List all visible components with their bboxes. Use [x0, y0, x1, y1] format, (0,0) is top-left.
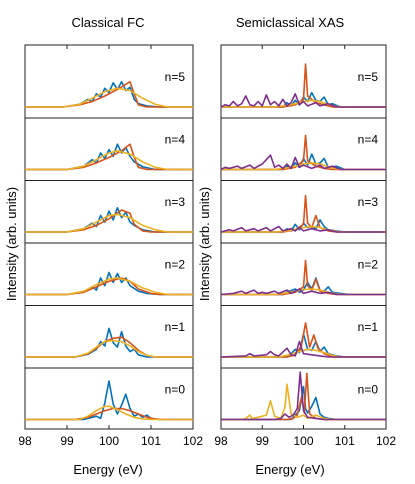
classical-fc-x-tick-label: 99 [60, 434, 74, 448]
semiclassical-xas-series-line [221, 348, 386, 358]
classical-fc-series-line [25, 87, 193, 108]
classical-fc-series-line [25, 277, 193, 296]
classical-fc-panel-label: n=0 [165, 383, 186, 397]
semiclassical-xas-series-line [220, 340, 386, 358]
semiclassical-xas-plot: 98 99 100 101 102 n=5 n=4 n=3 n=2 n=1 n=0 [214, 44, 396, 448]
classical-fc-series-line [25, 207, 193, 233]
left-x-axis-label: Energy (eV) [73, 462, 142, 477]
semiclassical-xas-series-line [220, 288, 386, 296]
semiclassical-xas-panel-label: n=1 [358, 320, 379, 334]
left-y-axis-label: Intensity (arb. units) [4, 187, 19, 301]
classical-fc-series-line [25, 143, 193, 171]
semiclassical-xas-series-line [221, 383, 386, 421]
classical-fc-x-tick-label: 102 [183, 434, 203, 448]
semiclassical-xas-panel-label: n=3 [358, 195, 379, 209]
classical-fc-series-line [25, 277, 193, 296]
classical-fc-series-line [25, 150, 193, 171]
classical-fc-series-line [25, 271, 193, 296]
classical-fc-x-tick-label: 98 [18, 434, 32, 448]
semiclassical-xas-panel-label: n=4 [358, 133, 379, 147]
classical-fc-series-line [25, 380, 193, 421]
classical-fc-series-line [25, 213, 193, 233]
semiclassical-xas-x-tick-label: 100 [293, 434, 313, 448]
classical-fc-panel-label: n=4 [165, 133, 186, 147]
classical-fc-series-line [25, 80, 193, 108]
classical-fc-axes-frame [24, 44, 194, 430]
left-panel-title: Classical FC [72, 15, 145, 30]
right-y-axis-label: Intensity (arb. units) [197, 187, 212, 301]
classical-fc-plot: 98 99 100 101 102 n=5 n=4 n=3 n=2 n=1 n=0 [18, 44, 203, 448]
semiclassical-xas-series-line [220, 154, 386, 171]
semiclassical-xas-series-line [220, 93, 386, 108]
classical-fc-series-line [25, 407, 193, 421]
classical-fc-panel-label: n=3 [165, 195, 186, 209]
classical-fc-series-line [25, 405, 193, 421]
semiclassical-xas-x-tick-label: 99 [256, 434, 270, 448]
right-x-axis-label: Energy (eV) [255, 462, 324, 477]
semiclassical-xas-panel-label: n=2 [358, 258, 379, 272]
semiclassical-xas-panel-label: n=5 [358, 70, 379, 84]
classical-fc-x-tick-label: 100 [99, 434, 119, 448]
semiclassical-xas-panel-label: n=0 [358, 383, 379, 397]
semiclassical-xas-x-tick-label: 102 [376, 434, 396, 448]
semiclassical-xas-series-line [220, 225, 386, 233]
classical-fc-panel-label: n=2 [165, 258, 186, 272]
semiclassical-xas-series-line [221, 371, 386, 421]
classical-fc-series-line [25, 336, 193, 358]
classical-fc-panel-label: n=1 [165, 320, 186, 334]
right-panel-title: Semiclassical XAS [236, 15, 345, 30]
semiclassical-xas-x-tick-label: 98 [214, 434, 228, 448]
classical-fc-series-line [25, 339, 193, 358]
classical-fc-x-tick-label: 101 [141, 434, 161, 448]
classical-fc-panel-label: n=5 [165, 70, 186, 84]
semiclassical-xas-x-tick-label: 101 [335, 434, 355, 448]
semiclassical-xas-series-line [221, 134, 386, 171]
semiclassical-xas-series-line [221, 63, 386, 108]
